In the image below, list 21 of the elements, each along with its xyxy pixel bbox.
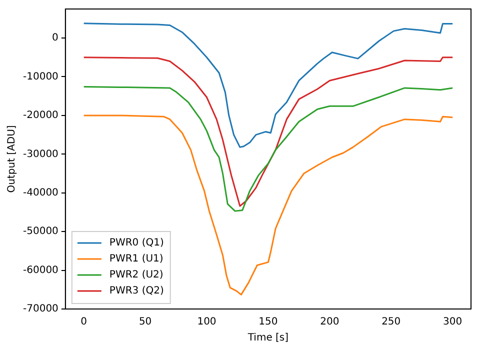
x-tick-label: 100 — [197, 316, 216, 328]
x-tick-label: 0 — [80, 316, 88, 328]
legend-label: PWR1 (U1) — [109, 254, 164, 265]
legend-label: PWR2 (U2) — [109, 270, 164, 281]
y-tick-label: -40000 — [23, 187, 58, 198]
y-tick-label: -30000 — [23, 148, 58, 160]
x-tick-label: 250 — [382, 316, 401, 328]
x-tick-label: 300 — [443, 316, 462, 328]
x-axis-title: Time [s] — [246, 332, 289, 344]
legend-label: PWR0 (Q1) — [109, 238, 164, 249]
x-tick-label: 150 — [258, 316, 278, 328]
y-tick-label: -60000 — [23, 264, 58, 276]
y-tick-label: 0 — [52, 32, 58, 44]
legend-label: PWR3 (Q2) — [109, 286, 164, 297]
y-tick-label: -20000 — [23, 110, 58, 122]
y-tick-label: -50000 — [23, 226, 58, 238]
y-axis-title: Output [ADU] — [6, 125, 18, 193]
x-tick-label: 200 — [320, 316, 340, 328]
y-tick-label: -10000 — [23, 71, 58, 82]
x-tick-label: 50 — [138, 316, 152, 328]
y-tick-label: -70000 — [23, 304, 58, 315]
